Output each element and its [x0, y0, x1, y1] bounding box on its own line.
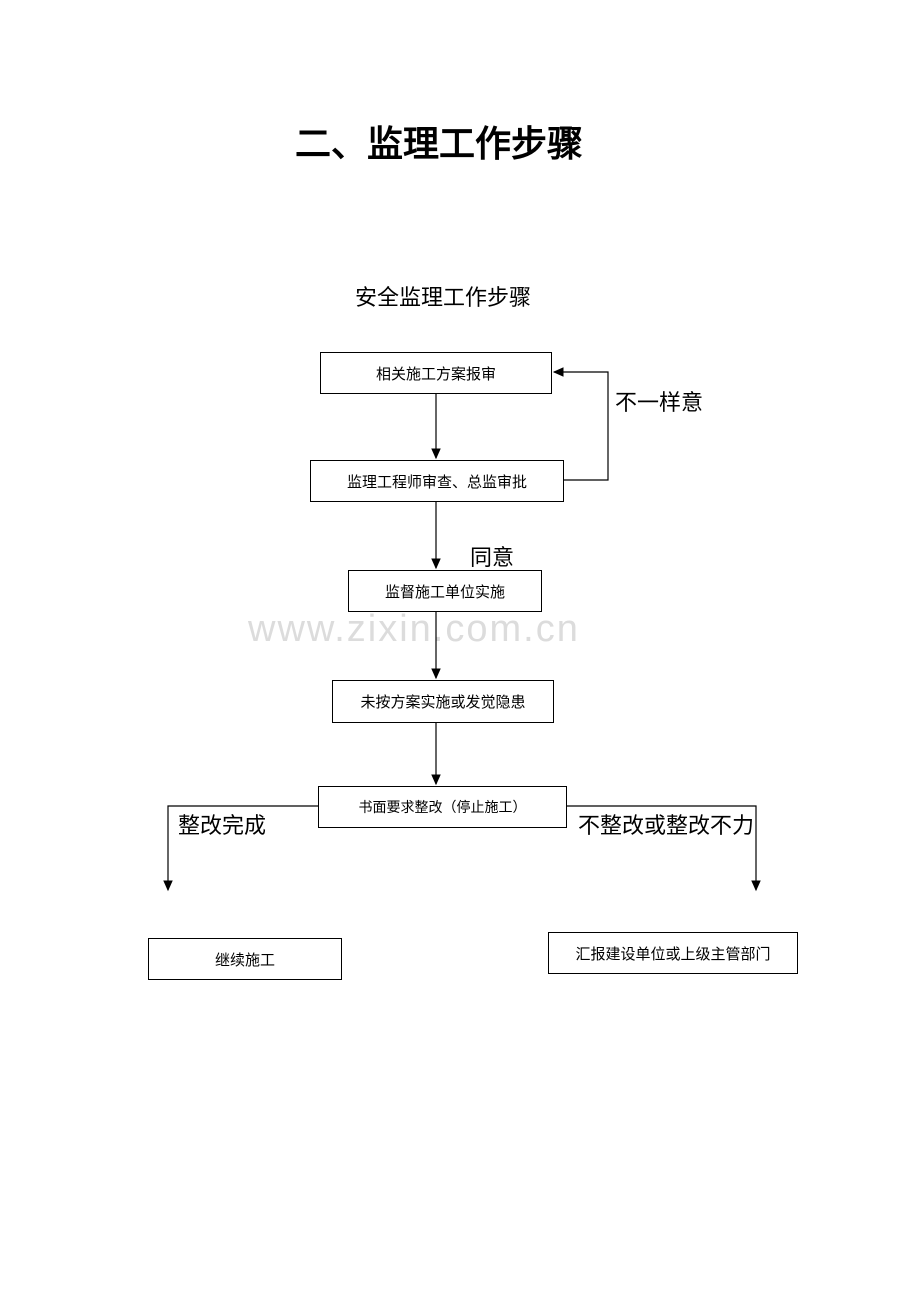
flowchart-node-n5: 书面要求整改（停止施工）: [318, 786, 567, 828]
watermark: www.zixin.com.cn: [248, 608, 580, 651]
flowchart-label-l2: 同意: [470, 540, 514, 572]
page-subtitle: 安全监理工作步骤: [355, 280, 531, 312]
flowchart-node-n4: 未按方案实施或发觉隐患: [332, 680, 554, 723]
flowchart-node-n2: 监理工程师审查、总监审批: [310, 460, 564, 502]
flowchart-node-n6: 继续施工: [148, 938, 342, 980]
flowchart-node-n7: 汇报建设单位或上级主管部门: [548, 932, 798, 974]
page-title: 二、监理工作步骤: [295, 115, 583, 167]
flowchart-node-n1: 相关施工方案报审: [320, 352, 552, 394]
flowchart-node-n3: 监督施工单位实施: [348, 570, 542, 612]
flowchart-edges: [0, 0, 920, 1302]
flowchart-label-l4: 不整改或整改不力: [578, 808, 754, 840]
flowchart-label-l1: 不一样意: [615, 385, 703, 417]
flowchart-label-l3: 整改完成: [178, 808, 266, 840]
